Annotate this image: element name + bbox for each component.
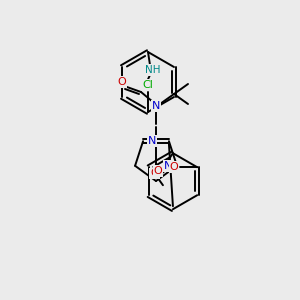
Text: N: N [152, 101, 160, 111]
Text: O: O [150, 168, 159, 178]
Text: N: N [148, 136, 156, 146]
Text: N: N [164, 161, 172, 171]
Text: O: O [170, 162, 178, 172]
Text: Cl: Cl [142, 80, 153, 90]
Text: O: O [118, 77, 126, 87]
Text: O: O [154, 166, 162, 176]
Text: NH: NH [145, 65, 161, 75]
